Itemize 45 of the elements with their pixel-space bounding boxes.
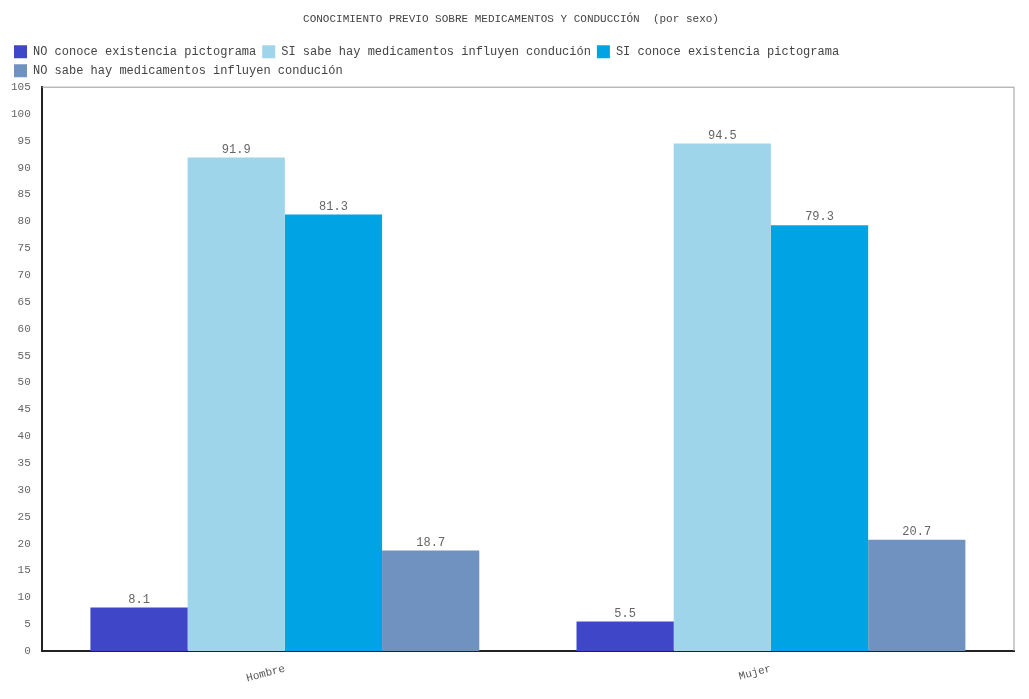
data-label: 91.9 [221, 142, 251, 157]
bar [382, 550, 480, 651]
data-label: 81.3 [319, 199, 348, 214]
bar [868, 539, 966, 651]
y-tick-label: 65 [17, 295, 31, 308]
data-label: 20.7 [902, 525, 932, 540]
y-tick-label: 105 [10, 81, 31, 94]
legend-label: NO conoce existencia pictograma [33, 44, 257, 59]
data-label: 79.3 [805, 210, 834, 225]
bar [284, 214, 383, 651]
y-tick-label: 45 [17, 403, 31, 416]
y-tick-label: 80 [17, 215, 31, 228]
y-tick-label: 90 [17, 161, 31, 174]
x-tick-label: Mujer [737, 662, 773, 683]
bar [673, 143, 771, 651]
y-tick-label: 25 [17, 510, 31, 523]
y-tick-label: 50 [17, 376, 31, 389]
y-tick-label: 60 [17, 322, 31, 335]
data-label: 94.5 [707, 128, 737, 143]
y-tick-label: 5 [24, 618, 31, 631]
y-tick-label: 40 [17, 430, 31, 443]
y-tick-label: 85 [17, 188, 31, 201]
x-tick-label: Hombre [245, 662, 287, 685]
legend-label: SI conoce existencia pictograma [615, 44, 840, 59]
bar [90, 607, 188, 651]
bar [576, 621, 674, 651]
y-tick-label: 70 [17, 269, 31, 282]
y-tick-label: 20 [17, 537, 31, 550]
data-label: 8.1 [128, 592, 150, 607]
y-tick-label: 100 [10, 107, 31, 120]
bar [187, 157, 285, 651]
data-label: 18.7 [416, 535, 446, 550]
legend-label: SI sabe hay medicamentos influyen condución [281, 44, 591, 59]
legend-label: NO sabe hay medicamentos influyen condución [33, 63, 343, 78]
chart-title: CONOCIMIENTO PREVIO SOBRE MEDICAMENTOS Y CONDUCCIÓN (por sexo) [303, 11, 719, 25]
y-tick-label: 75 [17, 242, 31, 255]
bar [770, 225, 869, 651]
y-tick-label: 55 [17, 349, 31, 362]
y-tick-label: 10 [17, 591, 31, 604]
y-tick-label: 35 [17, 456, 31, 469]
y-tick-label: 0 [24, 644, 31, 657]
y-tick-label: 95 [17, 134, 31, 147]
data-label: 5.5 [614, 606, 636, 621]
y-tick-label: 15 [17, 564, 31, 577]
y-tick-label: 30 [17, 483, 31, 496]
